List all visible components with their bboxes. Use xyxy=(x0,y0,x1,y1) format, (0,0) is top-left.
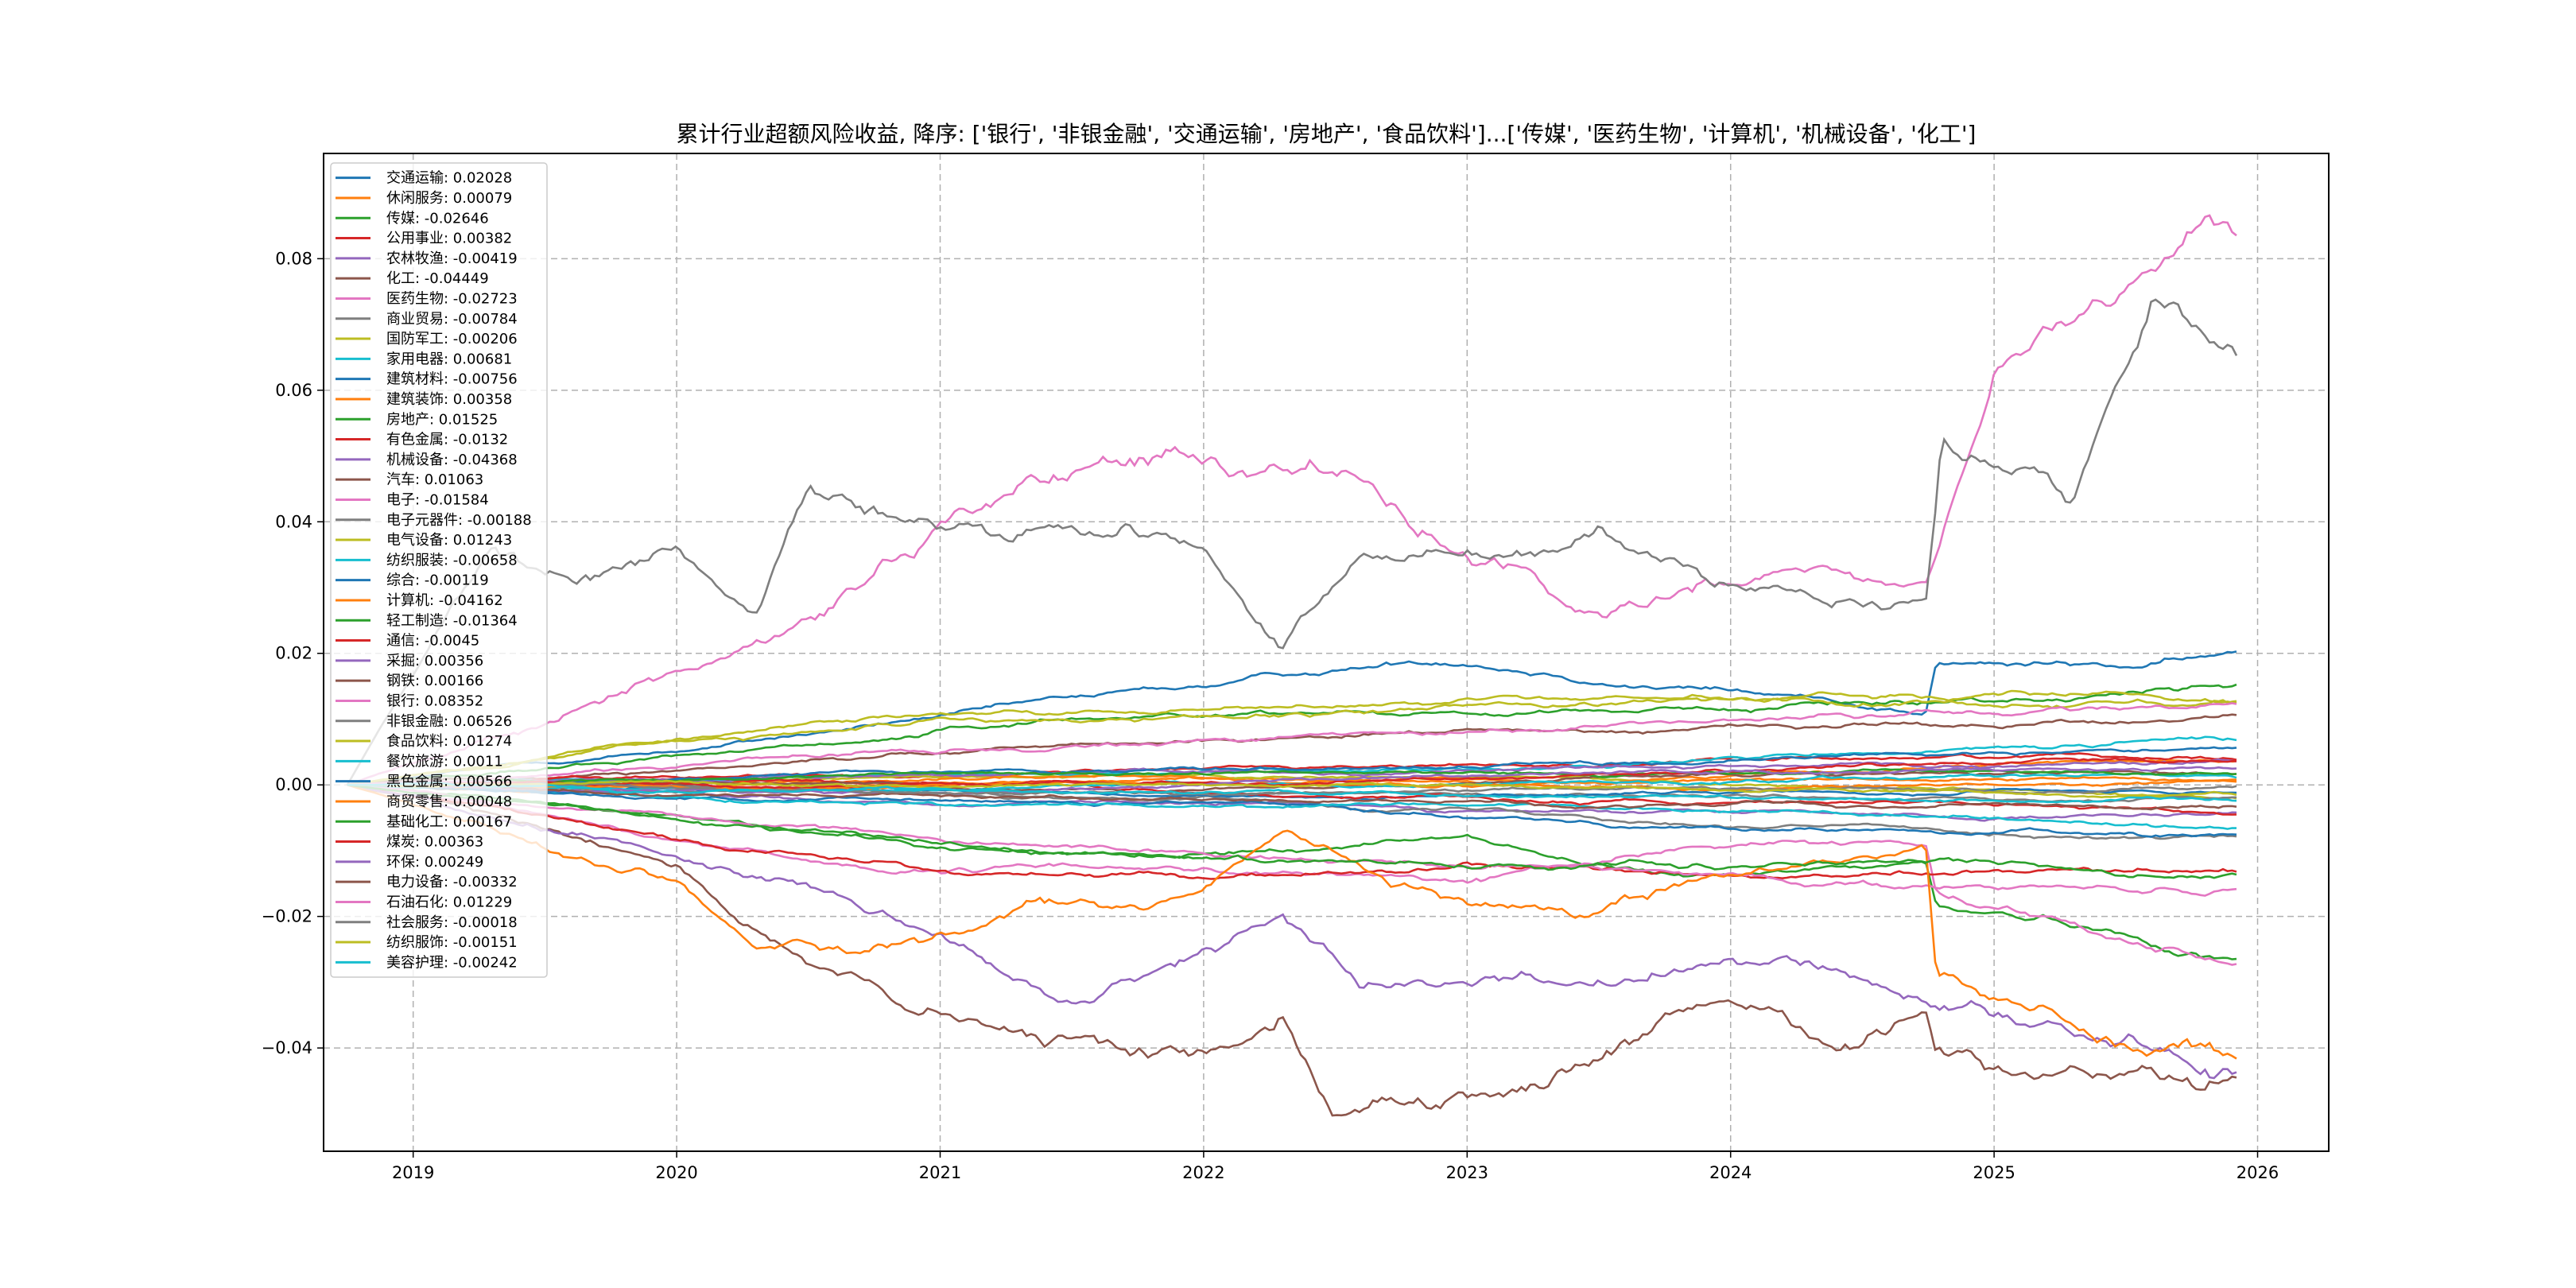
legend-entry: 农林牧渔: -0.00419 xyxy=(386,250,518,267)
legend-entry: 电气设备: 0.01243 xyxy=(386,532,512,549)
x-tick-label: 2025 xyxy=(1973,1163,2015,1182)
legend-entry: 商业贸易: -0.00784 xyxy=(386,311,518,328)
series-line-纺织服装 xyxy=(347,783,2237,830)
x-tick-label: 2023 xyxy=(1446,1163,1488,1182)
legend-entry: 建筑装饰: 0.00358 xyxy=(386,391,512,408)
legend-entry: 有色金属: -0.0132 xyxy=(386,432,508,448)
legend-entry: 商贸零售: 0.00048 xyxy=(386,793,512,810)
series-line-交通运输 xyxy=(347,650,2237,786)
legend-entry: 休闲服务: 0.00079 xyxy=(386,190,512,207)
x-tick-label: 2019 xyxy=(392,1163,434,1182)
legend-entry: 电力设备: -0.00332 xyxy=(386,874,518,890)
series-line-美容护理 xyxy=(347,782,2237,804)
series-line-有色金属 xyxy=(347,783,2237,880)
legend-entry: 国防军工: -0.00206 xyxy=(386,331,518,347)
legend-entry: 环保: 0.00249 xyxy=(386,854,483,871)
x-tick-label: 2021 xyxy=(919,1163,961,1182)
legend-entry: 纺织服饰: -0.00151 xyxy=(386,934,518,951)
legend: 交通运输: 0.02028 休闲服务: 0.00079 传媒: -0.02646 公用… xyxy=(330,162,548,978)
legend-entry: 公用事业: 0.00382 xyxy=(386,231,512,247)
y-tick-label: −0.02 xyxy=(262,907,312,926)
x-tick-label: 2020 xyxy=(655,1163,697,1182)
series-line-机械设备 xyxy=(347,783,2237,1080)
series-line-食品饮料 xyxy=(347,696,2237,786)
y-tick-label: −0.04 xyxy=(262,1038,312,1057)
x-tick-label: 2026 xyxy=(2237,1163,2279,1182)
y-tick-label: 0.02 xyxy=(275,644,312,663)
legend-entry: 食品饮料: 0.01274 xyxy=(386,733,512,750)
legend-entry: 钢铁: 0.00166 xyxy=(386,673,483,689)
legend-entry: 采掘: 0.00356 xyxy=(386,653,483,669)
legend-entry: 社会服务: -0.00018 xyxy=(386,914,518,931)
y-tick-label: 0.08 xyxy=(275,249,312,268)
chart-title: 累计行业超额风险收益, 降序: ['银行', '非银金融', '交通运输', '… xyxy=(677,121,1977,147)
legend-entry: 美容护理: -0.00242 xyxy=(386,954,518,971)
series-line-银行 xyxy=(347,214,2237,786)
legend-entry: 传媒: -0.02646 xyxy=(386,210,489,227)
series-line-纺织服饰 xyxy=(347,779,2237,799)
legend-entry: 银行: 0.08352 xyxy=(386,692,483,709)
series-line-非银金融 xyxy=(346,298,2238,786)
legend-entry: 房地产: 0.01525 xyxy=(386,411,498,428)
x-axis: 2019 2020 2021 2022 2023 2024 2025 2026 xyxy=(392,1151,2279,1182)
series-line-轻工制造 xyxy=(347,783,2237,879)
series-line-计算机 xyxy=(347,783,2237,1060)
grid xyxy=(324,153,2329,1151)
x-tick-label: 2024 xyxy=(1709,1163,1752,1182)
legend-entry: 非银金融: 0.06526 xyxy=(386,713,512,730)
y-tick-label: 0.06 xyxy=(275,381,312,400)
plot-frame xyxy=(323,153,2330,1152)
legend-entry: 家用电器: 0.00681 xyxy=(386,351,512,367)
x-tick-label: 2022 xyxy=(1182,1163,1224,1182)
legend-entry: 电子元器件: -0.00188 xyxy=(386,512,532,529)
legend-entry: 煤炭: 0.00363 xyxy=(386,834,483,851)
legend-entry: 计算机: -0.04162 xyxy=(386,592,503,609)
legend-entry: 交通运输: 0.02028 xyxy=(386,170,512,187)
y-axis: −0.04 −0.02 0.00 0.02 0.04 0.06 0.08 xyxy=(262,249,324,1057)
y-tick-label: 0.04 xyxy=(275,512,312,531)
series-line-煤炭 xyxy=(347,757,2237,789)
legend-entry: 通信: -0.0045 xyxy=(386,633,479,650)
series-line-石油石化 xyxy=(347,702,2237,786)
legend-entry: 电子: -0.01584 xyxy=(386,491,489,508)
legend-box xyxy=(330,162,548,978)
series-line-化工 xyxy=(347,783,2237,1117)
legend-entry: 建筑材料: -0.00756 xyxy=(386,371,518,388)
legend-entry: 石油石化: 0.01229 xyxy=(386,894,512,910)
legend-entry: 机械设备: -0.04368 xyxy=(386,452,518,468)
legend-entry: 黑色金属: 0.00566 xyxy=(386,774,512,790)
y-tick-label: 0.00 xyxy=(275,775,312,794)
legend-entry: 综合: -0.00119 xyxy=(386,572,489,589)
series-line-电力设备 xyxy=(347,783,2237,811)
series-lines xyxy=(346,214,2238,1117)
legend-entry: 医药生物: -0.02723 xyxy=(386,290,518,307)
legend-entry: 餐饮旅游: 0.0011 xyxy=(386,753,503,770)
legend-entry: 轻工制造: -0.01364 xyxy=(386,612,518,629)
legend-entry: 化工: -0.04449 xyxy=(386,270,489,287)
legend-entry: 纺织服装: -0.00658 xyxy=(386,552,518,568)
legend-entry: 基础化工: 0.00167 xyxy=(386,813,512,830)
legend-entry: 汽车: 0.01063 xyxy=(386,471,483,488)
series-line-电子 xyxy=(347,783,2237,897)
